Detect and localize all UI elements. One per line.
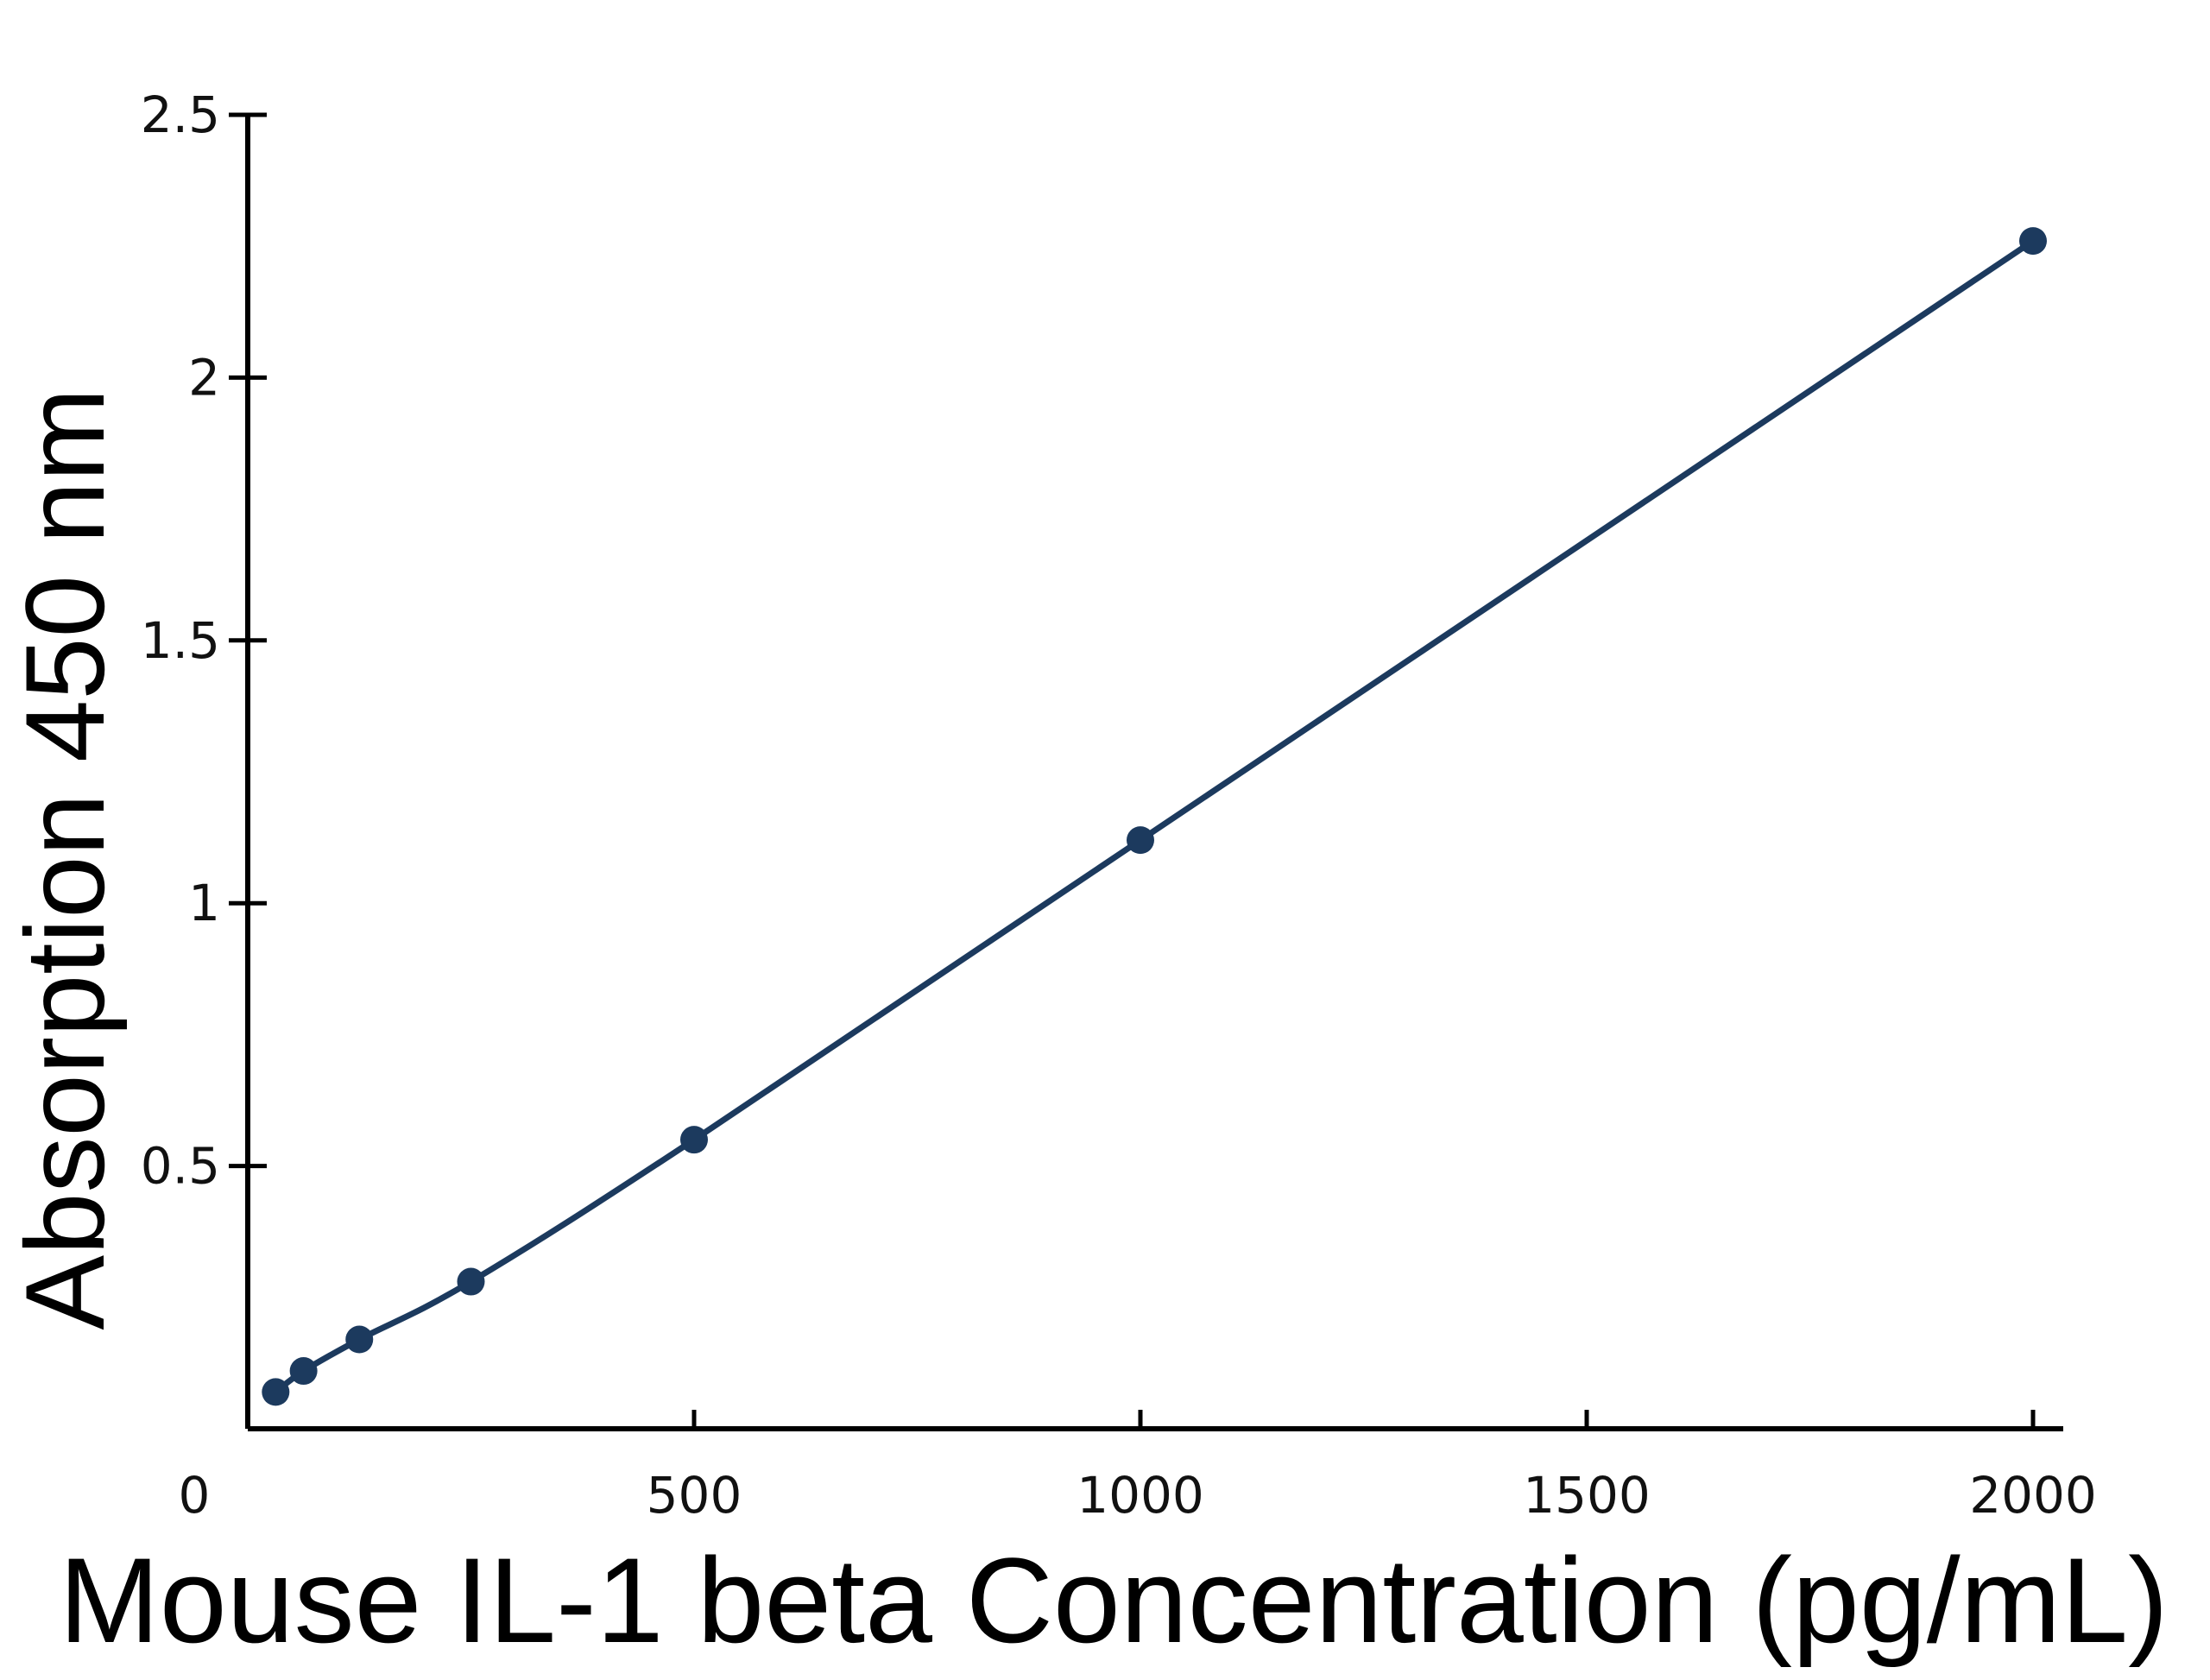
data-point [262,1378,290,1406]
y-axis-ticks: 0.5 1 1.5 2 2.5 [141,85,267,1196]
y-tick-label: 2 [188,348,220,407]
data-point [2019,227,2047,256]
data-point [345,1325,374,1354]
x-tick-label: 1000 [1077,1466,1204,1525]
x-axis-title: Mouse IL-1 beta Concentration (pg/mL) [59,1532,2169,1668]
x-axis-ticks: 0 500 1000 1500 2000 [179,1410,2097,1525]
x-tick-label: 0 [179,1466,211,1525]
y-tick-label: 1 [188,874,220,932]
x-tick-label: 2000 [1969,1466,2097,1525]
series-line [272,237,2036,1395]
x-tick-label: 1500 [1523,1466,1651,1525]
y-axis-title: Absorption 450 nm [2,388,128,1329]
series-group [262,227,2047,1406]
axes [245,115,2063,1431]
data-point [1127,826,1154,855]
data-point [457,1267,485,1296]
y-tick-label: 0.5 [141,1137,220,1196]
data-point [289,1357,318,1386]
y-tick-label: 2.5 [141,85,220,144]
y-tick-label: 1.5 [141,611,220,670]
data-point [680,1126,708,1154]
x-tick-label: 500 [647,1466,742,1525]
